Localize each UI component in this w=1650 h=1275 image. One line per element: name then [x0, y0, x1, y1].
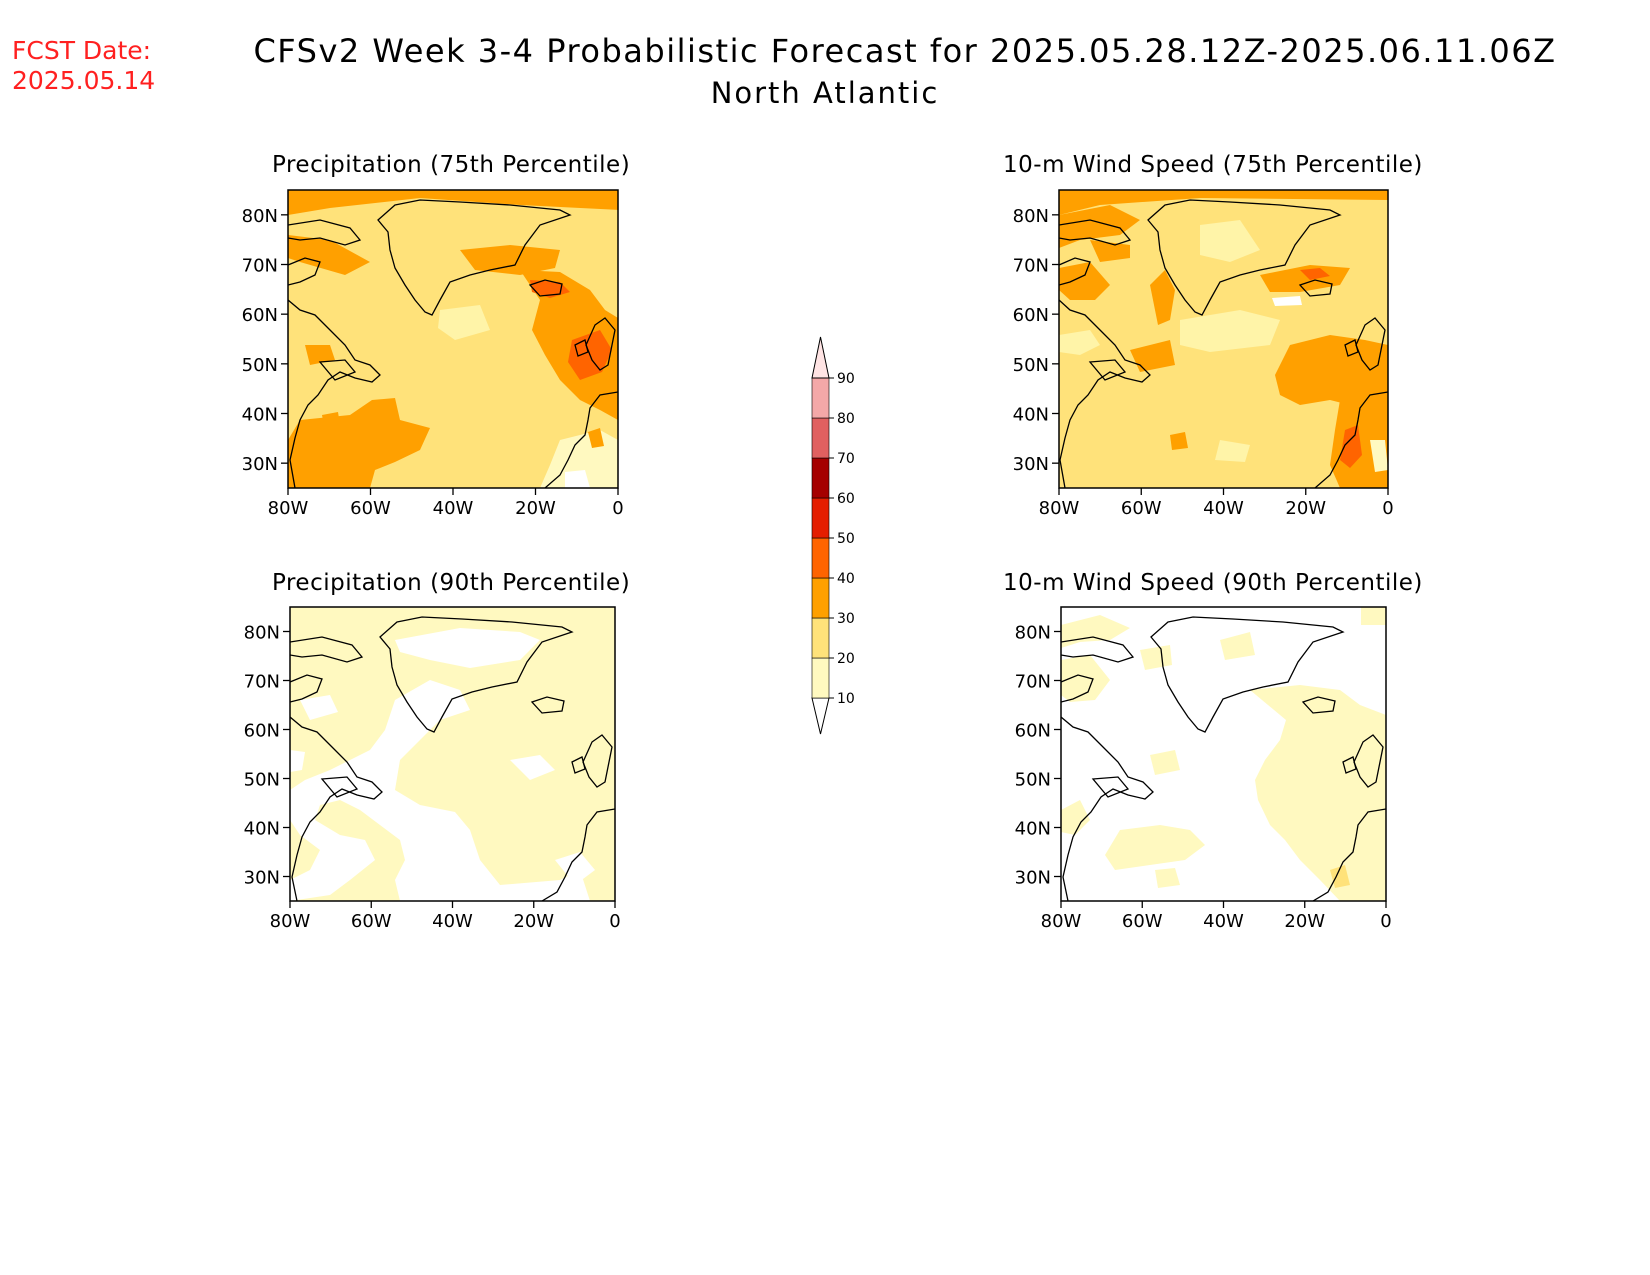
lat-tick-label-wind-75: 40N	[1013, 405, 1049, 426]
lon-tick-label-precip-90: 0	[609, 911, 620, 932]
map-panel-wind-75	[1058, 189, 1389, 489]
lat-tick-label-wind-90: 80N	[1015, 623, 1051, 644]
lon-tick-label-wind-75: 40W	[1203, 498, 1244, 519]
colorbar-label: 50	[837, 531, 855, 547]
lat-tick-label-wind-75: 30N	[1013, 454, 1049, 475]
lon-tick-label-wind-90: 60W	[1122, 911, 1163, 932]
colorbar-label: 70	[837, 451, 855, 467]
colorbar-swatch	[811, 537, 830, 579]
colorbar-label: 60	[837, 491, 855, 507]
lat-tick-label-precip-75: 70N	[242, 256, 278, 277]
colorbar-label: 40	[837, 571, 855, 587]
colorbar-swatch	[811, 617, 830, 659]
colorbar: 10 20 30 40 50 60 70 80 90	[811, 336, 855, 735]
lon-tick-label-precip-75: 20W	[515, 498, 556, 519]
lon-tick-label-precip-75: 40W	[433, 498, 474, 519]
lon-tick-label-precip-75: 60W	[350, 498, 391, 519]
region-title: North Atlantic	[710, 76, 940, 110]
lat-tick-label-wind-90: 50N	[1015, 770, 1051, 791]
panel-title-wind-90: 10-m Wind Speed (90th Percentile)	[1003, 570, 1423, 596]
lat-tick-label-precip-90: 80N	[244, 623, 280, 644]
lat-tick-label-precip-75: 80N	[242, 206, 278, 227]
colorbar-label: 30	[837, 611, 855, 627]
lat-tick-label-wind-75: 60N	[1013, 305, 1049, 326]
lon-tick-label-precip-90: 40W	[432, 911, 473, 932]
main-title: CFSv2 Week 3-4 Probabilistic Forecast fo…	[253, 32, 1557, 70]
lon-tick-label-precip-75: 0	[612, 498, 623, 519]
lat-tick-label-precip-75: 40N	[242, 405, 278, 426]
forecast-date-label: FCST Date:	[12, 36, 152, 65]
lat-tick-label-precip-90: 50N	[244, 770, 280, 791]
lon-tick-label-precip-90: 80W	[270, 911, 311, 932]
panel-title-precip-75: Precipitation (75th Percentile)	[272, 152, 631, 178]
lat-tick-label-wind-90: 70N	[1015, 672, 1051, 693]
lon-tick-label-wind-90: 40W	[1203, 911, 1244, 932]
colorbar-label: 20	[837, 651, 855, 667]
colorbar-swatch	[811, 497, 830, 539]
colorbar-label: 10	[837, 691, 855, 707]
lon-tick-label-precip-75: 80W	[268, 498, 309, 519]
lon-tick-label-wind-90: 80W	[1041, 911, 1082, 932]
lat-tick-label-wind-75: 50N	[1013, 355, 1049, 376]
map-panel-precip-75	[287, 189, 619, 489]
forecast-date: FCST Date: 2025.05.14	[12, 36, 155, 96]
panel-title-wind-75: 10-m Wind Speed (75th Percentile)	[1003, 152, 1423, 178]
colorbar-swatch	[811, 457, 830, 499]
colorbar-lower-arrow	[811, 697, 830, 735]
colorbar-label: 90	[837, 371, 855, 387]
lat-tick-label-precip-75: 30N	[242, 454, 278, 475]
lat-tick-label-wind-75: 70N	[1013, 256, 1049, 277]
axes-layer: 30N 40N 50N 60N 70N 80N 80W 60W 40W 20W 0 30N 40N 50N…	[242, 206, 1394, 932]
map-panel-precip-90	[289, 606, 616, 902]
panel-title-precip-90: Precipitation (90th Percentile)	[272, 570, 631, 596]
lat-tick-label-wind-90: 40N	[1015, 819, 1051, 840]
lon-tick-label-wind-75: 0	[1382, 498, 1393, 519]
lon-tick-label-wind-75: 20W	[1285, 498, 1326, 519]
colorbar-swatch	[811, 657, 830, 699]
colorbar-swatch	[811, 377, 830, 419]
lon-tick-label-wind-75: 60W	[1121, 498, 1162, 519]
lat-tick-label-wind-90: 30N	[1015, 868, 1051, 889]
lat-tick-label-precip-90: 30N	[244, 868, 280, 889]
lon-tick-label-precip-90: 20W	[513, 911, 554, 932]
colorbar-swatch	[811, 417, 830, 459]
lat-tick-label-wind-75: 80N	[1013, 206, 1049, 227]
forecast-date-value: 2025.05.14	[12, 66, 156, 95]
lon-tick-label-wind-90: 0	[1380, 911, 1391, 932]
lat-tick-label-precip-90: 60N	[244, 721, 280, 742]
colorbar-upper-arrow	[811, 336, 830, 379]
lon-tick-label-wind-90: 20W	[1284, 911, 1325, 932]
lat-tick-label-precip-90: 70N	[244, 672, 280, 693]
colorbar-swatch	[811, 577, 830, 619]
lat-tick-label-wind-90: 60N	[1015, 721, 1051, 742]
colorbar-label: 80	[837, 411, 855, 427]
figure-title: CFSv2 Week 3-4 Probabilistic Forecast fo…	[0, 32, 1650, 110]
lon-tick-label-wind-75: 80W	[1039, 498, 1080, 519]
lon-tick-label-precip-90: 60W	[351, 911, 392, 932]
lat-tick-label-precip-75: 50N	[242, 355, 278, 376]
map-panel-wind-90	[1060, 606, 1387, 902]
lat-tick-label-precip-75: 60N	[242, 305, 278, 326]
lat-tick-label-precip-90: 40N	[244, 819, 280, 840]
